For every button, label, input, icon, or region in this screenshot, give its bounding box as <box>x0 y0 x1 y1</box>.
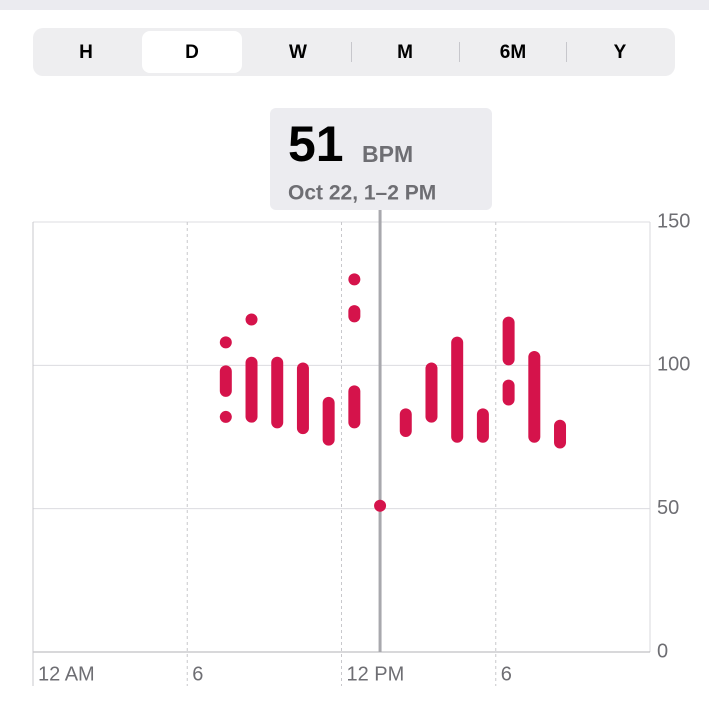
segment-selected <box>142 31 242 73</box>
tooltip-value: 51 <box>288 116 344 172</box>
x-tick-label: 6 <box>501 663 512 685</box>
range-bar <box>554 419 567 449</box>
segment-label[interactable]: M <box>397 42 413 63</box>
point <box>348 273 361 286</box>
y-tick-label: 150 <box>657 210 690 232</box>
range-bar <box>322 396 335 446</box>
segmented-control <box>33 28 675 76</box>
range-bar <box>348 385 361 429</box>
x-tick-label: 12 AM <box>38 663 95 685</box>
segment-label[interactable]: 6M <box>500 42 526 63</box>
plot: 0 50 100 150 12 AM 6 12 PM 6 <box>32 210 690 686</box>
range-bar <box>502 316 515 366</box>
top-bar <box>0 0 709 10</box>
segments: H D W M 6M Y <box>79 31 627 73</box>
range-bar <box>219 365 232 397</box>
range-bar <box>399 408 412 437</box>
segment-label[interactable]: D <box>185 42 199 63</box>
x-tick-label: 6 <box>192 663 203 685</box>
range-bar <box>245 356 258 423</box>
range-bar <box>528 351 541 443</box>
segment-label[interactable]: H <box>79 42 93 63</box>
point <box>219 336 232 349</box>
range-bar <box>451 336 464 443</box>
range-bar <box>271 356 284 429</box>
range-bar <box>425 362 438 423</box>
x-tick-label: 12 PM <box>347 663 405 685</box>
y-tick-label: 50 <box>657 497 679 519</box>
point <box>245 313 258 326</box>
tooltip-date: Oct 22, 1–2 PM <box>288 182 436 205</box>
y-tick-label: 0 <box>657 640 668 662</box>
range-bar <box>296 362 309 435</box>
segment-label[interactable]: Y <box>614 42 627 63</box>
range-bar <box>502 379 515 406</box>
segment-label[interactable]: W <box>289 42 307 63</box>
tooltip-unit: BPM <box>362 141 413 167</box>
tooltip <box>270 108 492 210</box>
range-bar <box>476 408 489 443</box>
point <box>219 410 232 423</box>
y-tick-label: 100 <box>657 354 690 376</box>
point <box>374 499 387 512</box>
range-bar <box>348 305 361 323</box>
